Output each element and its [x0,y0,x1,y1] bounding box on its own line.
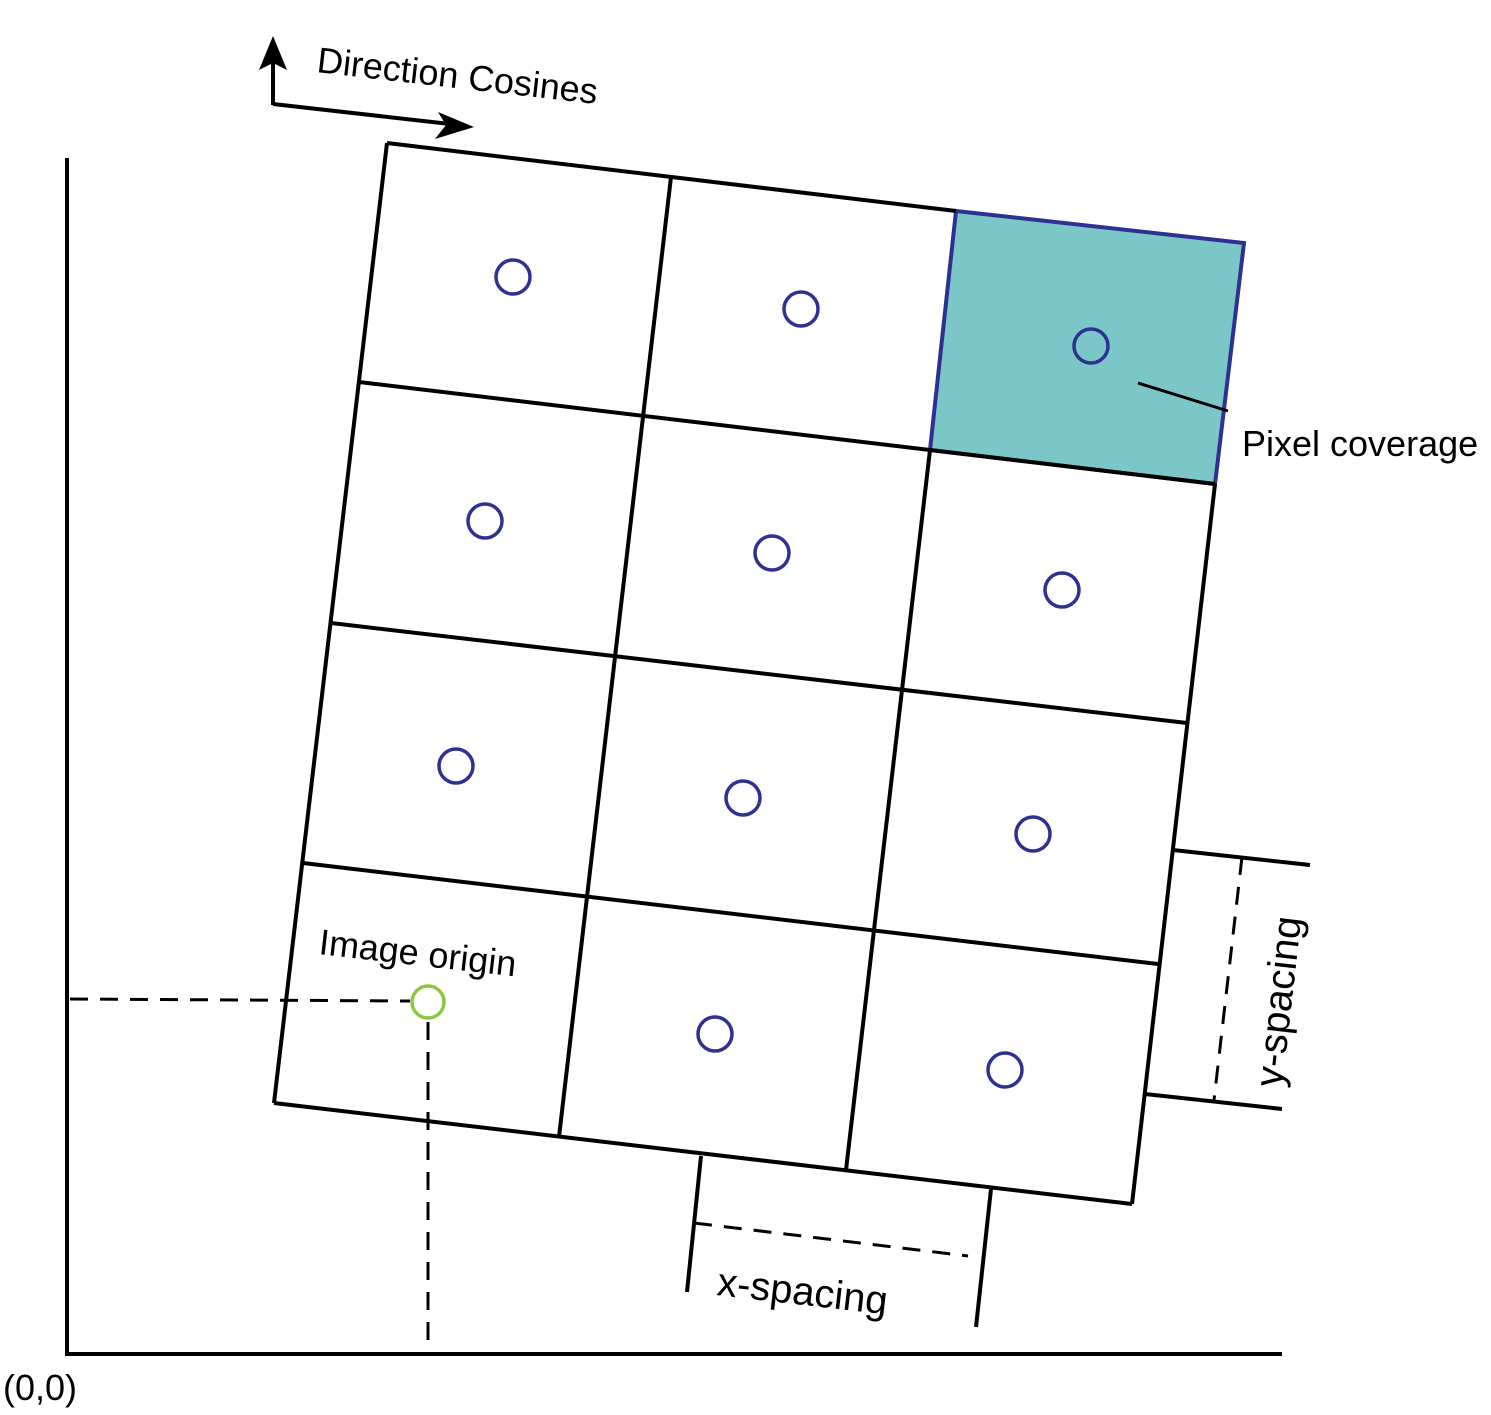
image-origin-marker [410,984,446,1020]
x-spacing-dimension [685,1155,993,1328]
pixel-center [437,747,475,785]
pixel-center [1072,327,1110,365]
pixel-coverage-cell [927,208,1247,487]
grid-line-v1 [557,176,673,1138]
origin-projection-horizontal [69,997,411,1003]
image-origin-projection [69,997,430,1340]
direction-cosines-arrows [259,36,474,139]
y-spacing-label: y-spacing [1247,914,1310,1089]
y-spacing-extension-bottom [1144,1092,1283,1111]
grid-line-v3 [1130,483,1217,1205]
grid-line-v2 [844,449,932,1171]
grid-line-h0 [386,141,957,213]
pixel-center [696,1015,734,1053]
pixel-grid [272,141,1217,1206]
pixel-center [1014,815,1052,853]
pixel-center [782,290,820,328]
pixel-centers [437,258,1110,1089]
direction-arrow-right-shaft [272,102,451,126]
world-origin-label: (0,0) [3,1367,77,1408]
pixel-coverage-label: Pixel coverage [1242,423,1478,464]
grid-line-h2 [330,621,1188,725]
y-spacing-dimension [1144,848,1311,1111]
grid-line-h1b [929,448,1216,486]
y-spacing-dimension-line [1212,856,1244,1101]
direction-cosines-label: Direction Cosines [315,39,600,112]
pixel-coverage-leader [1137,381,1229,413]
grid-line-h3 [302,861,1159,966]
pixel-center [753,534,791,572]
image-origin-label: Image origin [317,921,518,984]
pixel-center [986,1051,1024,1089]
arrow-up-icon [259,36,287,70]
x-spacing-dimension-line [693,1221,969,1258]
x-spacing-extension-right [974,1188,993,1328]
pixel-center [1043,571,1081,609]
arrow-right-icon [435,112,474,139]
pixel-center [466,502,504,540]
world-axes [65,158,1282,1356]
grid-line-h4 [273,1101,1133,1206]
x-spacing-label: x-spacing [715,1260,890,1323]
pixel-center [724,779,762,817]
pixel-center [494,258,532,296]
grid-line-v0 [272,142,389,1104]
